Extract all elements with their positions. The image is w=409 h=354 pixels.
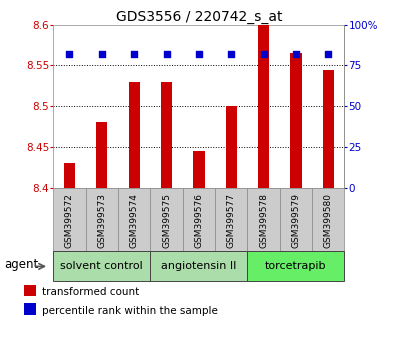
Bar [24, 284, 36, 296]
Bar [225, 106, 236, 188]
Bar [96, 122, 107, 188]
Point [98, 51, 105, 57]
Bar [257, 25, 269, 188]
Text: GSM399573: GSM399573 [97, 193, 106, 248]
Bar [85, 188, 118, 251]
Bar [53, 251, 150, 281]
Bar [53, 188, 85, 251]
Bar [214, 188, 247, 251]
Bar [150, 188, 182, 251]
Point [163, 51, 169, 57]
Text: percentile rank within the sample: percentile rank within the sample [42, 306, 217, 316]
Point [292, 51, 299, 57]
Bar [24, 303, 36, 315]
Bar [311, 188, 344, 251]
Bar [160, 82, 172, 188]
Text: solvent control: solvent control [60, 261, 143, 272]
Bar [279, 188, 311, 251]
Bar [150, 251, 247, 281]
Point [227, 51, 234, 57]
Bar [118, 188, 150, 251]
Text: GSM399580: GSM399580 [323, 193, 332, 248]
Text: angiotensin II: angiotensin II [161, 261, 236, 272]
Title: GDS3556 / 220742_s_at: GDS3556 / 220742_s_at [115, 10, 281, 24]
Point [260, 51, 266, 57]
Bar [182, 188, 214, 251]
Text: GSM399579: GSM399579 [291, 193, 300, 248]
Point [66, 51, 72, 57]
Bar [193, 151, 204, 188]
Text: GSM399577: GSM399577 [226, 193, 235, 248]
Text: transformed count: transformed count [42, 287, 139, 297]
Bar [290, 53, 301, 188]
Bar [128, 82, 139, 188]
Point [324, 51, 331, 57]
Text: GSM399578: GSM399578 [258, 193, 267, 248]
Bar [322, 69, 333, 188]
Bar [247, 251, 344, 281]
Bar [247, 188, 279, 251]
Point [130, 51, 137, 57]
Text: GSM399572: GSM399572 [65, 193, 74, 247]
Text: torcetrapib: torcetrapib [265, 261, 326, 272]
Text: agent: agent [4, 258, 38, 272]
Point [195, 51, 202, 57]
Text: GSM399574: GSM399574 [129, 193, 138, 247]
Bar [64, 163, 75, 188]
Text: GSM399576: GSM399576 [194, 193, 203, 248]
Text: GSM399575: GSM399575 [162, 193, 171, 248]
